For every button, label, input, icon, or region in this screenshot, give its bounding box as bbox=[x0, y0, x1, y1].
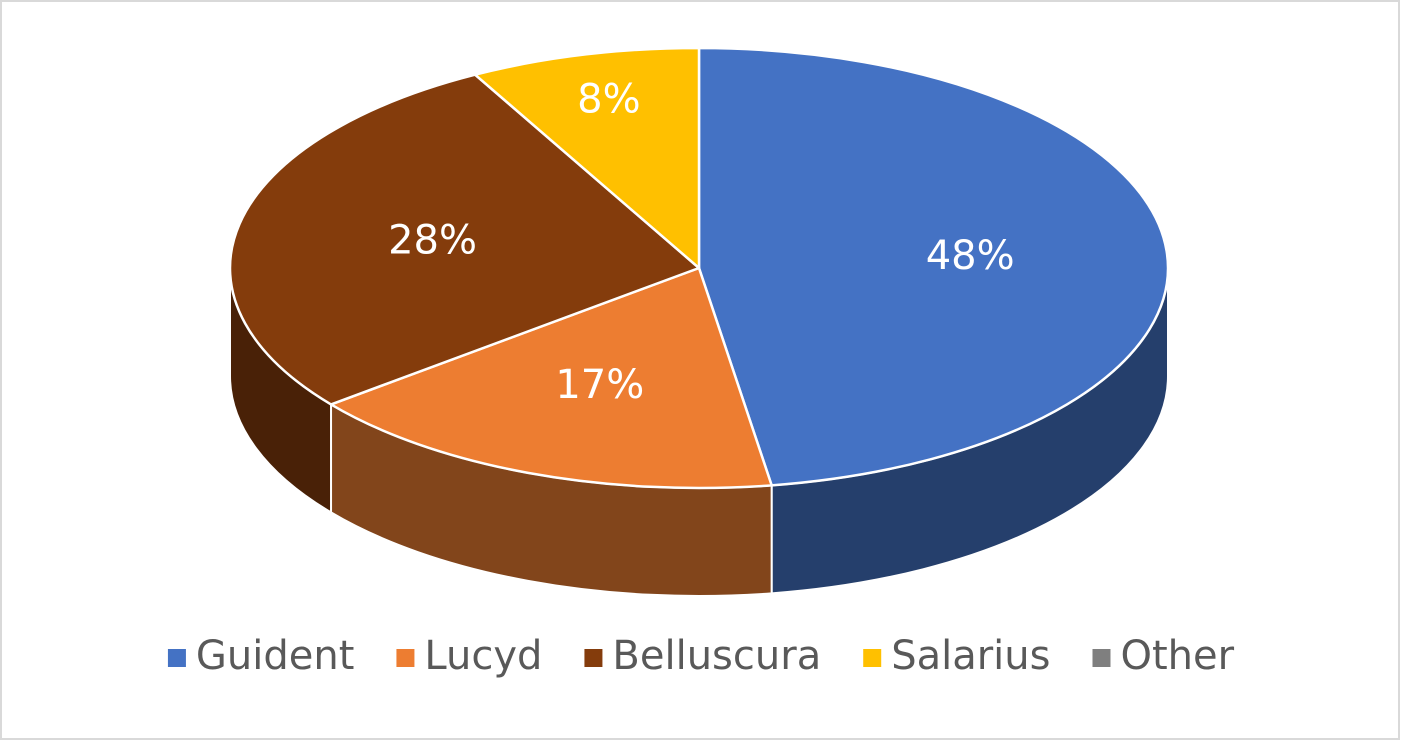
legend-swatch bbox=[1092, 649, 1111, 667]
legend-swatch bbox=[863, 649, 882, 667]
legend-swatch bbox=[584, 649, 603, 667]
legend-swatch bbox=[396, 649, 415, 667]
data-label: 48% bbox=[926, 233, 1015, 279]
data-label: 8% bbox=[577, 77, 640, 123]
legend-label: Belluscura bbox=[612, 633, 821, 679]
pie-slice bbox=[473, 46, 701, 270]
pie-slice bbox=[329, 266, 773, 490]
legend-swatch bbox=[167, 649, 186, 667]
legend-label: Lucyd bbox=[424, 633, 542, 679]
legend-label: Salarius bbox=[891, 633, 1050, 679]
pie-slice bbox=[697, 46, 1170, 487]
data-label: 17% bbox=[555, 362, 644, 408]
pie-slice bbox=[228, 73, 701, 406]
legend-label: Guident bbox=[196, 633, 355, 679]
legend: Guident Lucyd Belluscura Salarius Other bbox=[167, 633, 1235, 679]
legend-label: Other bbox=[1120, 633, 1234, 679]
data-label: 28% bbox=[388, 217, 477, 263]
